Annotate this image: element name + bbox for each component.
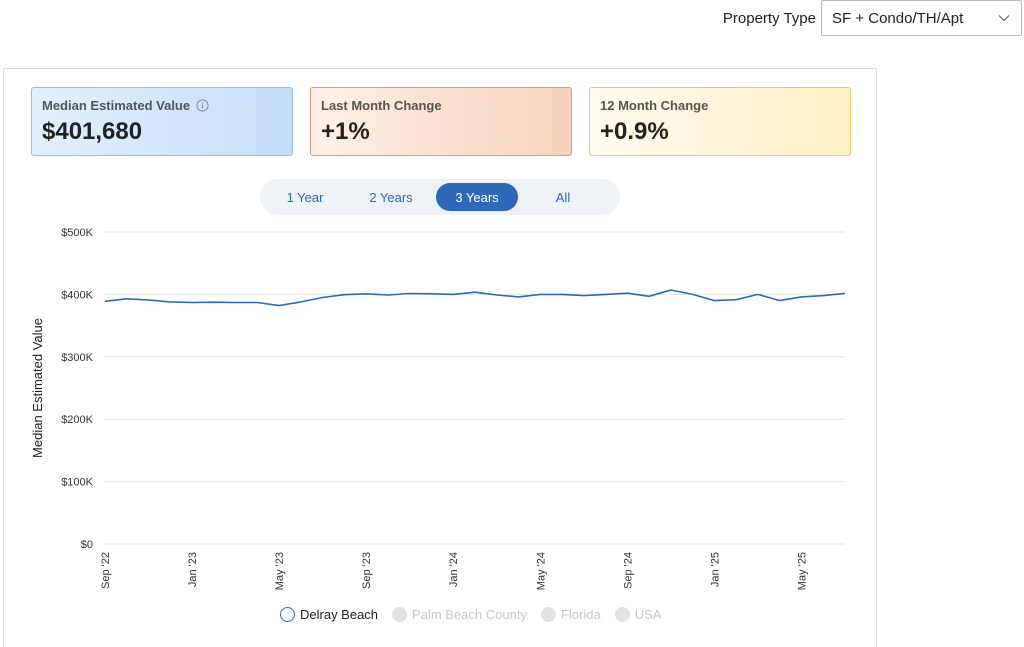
series-line-delray-beach xyxy=(104,289,846,307)
legend-marker-icon xyxy=(540,607,556,622)
twelve-month-change-title: 12 Month Change xyxy=(600,98,709,113)
legend-marker-icon xyxy=(280,607,295,622)
legend-label: Palm Beach County xyxy=(412,607,527,622)
legend-item-delray-beach[interactable]: Delray Beach xyxy=(280,607,378,622)
property-type-select[interactable]: SF + Condo/TH/Apt xyxy=(821,0,1022,36)
x-tick-label: Jan '25 xyxy=(709,552,721,587)
range-2-years-button[interactable]: 2 Years xyxy=(369,189,413,205)
last-month-change-card: Last Month Change +1% xyxy=(310,87,572,156)
time-range-selector: 1 Year 2 Years 3 Years All xyxy=(260,179,620,215)
y-tick-label: $300K xyxy=(61,352,93,364)
last-month-change-title: Last Month Change xyxy=(321,98,442,113)
x-tick-label: Sep '24 xyxy=(622,552,634,589)
x-tick-label: Jan '23 xyxy=(187,552,199,587)
last-month-change-value: +1% xyxy=(321,118,370,145)
median-value-amount: $401,680 xyxy=(42,118,143,145)
y-tick-label: $100K xyxy=(61,477,93,489)
chart-panel: Median Estimated Value $401,680 Last Mon… xyxy=(3,68,877,647)
y-axis-label: Median Estimated Value xyxy=(30,318,45,458)
y-tick-label: $200K xyxy=(61,414,93,426)
chevron-down-icon xyxy=(998,15,1010,22)
median-value-card: Median Estimated Value $401,680 xyxy=(31,87,293,156)
chart-legend: Delray Beach Palm Beach County Florida U… xyxy=(280,607,675,622)
info-icon[interactable] xyxy=(196,99,209,112)
x-tick-label: Jan '24 xyxy=(448,552,460,587)
x-tick-label: May '23 xyxy=(274,552,286,590)
x-tick-label: May '25 xyxy=(796,552,808,590)
legend-item-usa[interactable]: USA xyxy=(614,607,662,622)
property-type-value: SF + Condo/TH/Apt xyxy=(832,9,964,27)
legend-label: USA xyxy=(634,607,662,622)
legend-item-palm-beach-county[interactable]: Palm Beach County xyxy=(392,607,527,622)
legend-item-florida[interactable]: Florida xyxy=(540,607,601,622)
x-tick-label: May '24 xyxy=(535,552,547,590)
range-3-years-button[interactable]: 3 Years xyxy=(436,183,518,211)
median-value-title: Median Estimated Value xyxy=(42,98,191,113)
legend-marker-icon xyxy=(392,607,408,622)
range-all-button[interactable]: All xyxy=(555,189,571,205)
property-type-control: Property Type SF + Condo/TH/Apt xyxy=(723,0,1022,36)
legend-marker-icon xyxy=(614,607,630,622)
x-tick-label: Sep '22 xyxy=(100,552,112,589)
y-tick-label: $500K xyxy=(61,227,93,239)
value-line-chart: $0 $100K $200K $300K $400K $500K Median Estima… xyxy=(30,227,846,590)
twelve-month-change-value: +0.9% xyxy=(600,118,669,145)
property-type-label: Property Type xyxy=(722,9,816,27)
legend-label: Delray Beach xyxy=(300,607,379,622)
y-tick-label: $400K xyxy=(61,289,93,301)
x-tick-label: Sep '23 xyxy=(361,552,373,589)
legend-label: Florida xyxy=(560,607,601,622)
twelve-month-change-card: 12 Month Change +0.9% xyxy=(589,87,851,156)
y-tick-label: $0 xyxy=(81,539,93,551)
range-1-year-button[interactable]: 1 Year xyxy=(286,189,324,205)
